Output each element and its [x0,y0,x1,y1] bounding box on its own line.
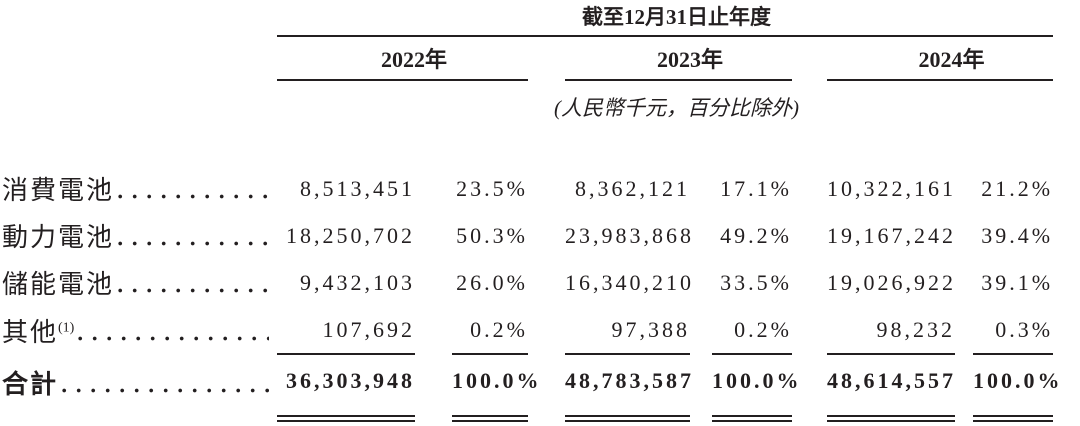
amount-cell-2024: 98,232 [827,306,955,355]
percent-cell-2024: 39.1% [981,269,1054,295]
column-gap [955,165,973,212]
group-gap [528,212,565,259]
table-row-total: 合計 36,303,948 100.0% 48,783,587 100.0% 4… [0,354,1059,422]
group-gap [792,36,827,80]
spacer-row [0,129,1053,165]
row-label-text: 動力電池 [2,223,115,252]
row-label-text: 消費電池 [2,176,115,205]
revenue-breakdown-table: 截至12月31日止年度 2022年 2023年 2024年 (人民幣千元，百分比… [0,0,1059,422]
percent-cell-2023: 49.2% [720,222,792,248]
table-row-storage-battery: 儲能電池 9,432,103 26.0% 16,340,210 33.5% 19… [0,259,1053,306]
amount-cell-2023: 23,983,868 [565,222,694,248]
year-header-2022: 2022年 [277,36,528,81]
total-percent-2024: 100.0% [973,354,1059,422]
row-label: 其他(1) [0,306,277,354]
unit-note: (人民幣千元，百分比除外) [554,96,800,120]
dot-leader [118,194,269,199]
percent-cell-2023: 0.2% [712,306,792,355]
row-label: 動力電池 [0,212,277,259]
percent-cell-2023: 33.5% [720,269,792,295]
column-gap [415,306,452,354]
row-label-text: 儲能電池 [2,270,115,299]
percent-cell-2024: 21.2% [981,175,1054,201]
amount-cell-2023: 16,340,210 [565,269,694,295]
year-header-row: 2022年 2023年 2024年 [0,36,1054,81]
column-gap [415,259,452,306]
spanner-header: 截至12月31日止年度 [277,0,1054,37]
year-header-2023: 2023年 [565,36,792,81]
total-amount-2022: 36,303,948 [277,354,415,422]
dot-leader [62,387,269,393]
total-label-text: 合計 [2,369,59,399]
percent-cell-2023: 17.1% [720,175,792,201]
year-header-2024: 2024年 [827,36,1054,81]
row-label: 消費電池 [0,165,277,212]
unit-note-row: (人民幣千元，百分比除外) [0,80,1053,129]
table-row-others: 其他(1) 107,692 0.2% 97,388 0.2% 98,232 0.… [0,306,1054,355]
footnote-ref: (1) [58,319,75,335]
total-label: 合計 [0,354,277,419]
percent-cell-2022: 0.2% [452,306,528,355]
group-gap [792,212,827,259]
group-gap [792,259,827,306]
column-gap [955,259,973,306]
amount-cell-2024: 10,322,161 [827,175,956,201]
amount-cell-2022: 18,250,702 [286,222,415,248]
spanner-header-row: 截至12月31日止年度 [0,0,1054,37]
total-amount-2023: 48,783,587 [565,354,691,422]
row-label: 儲能電池 [0,259,277,306]
spanner-empty-cell [0,0,277,36]
column-gap [415,165,452,212]
amount-cell-2022: 107,692 [277,306,415,355]
amount-cell-2022: 8,513,451 [300,175,415,201]
amount-cell-2023: 97,388 [565,306,690,355]
table-row-consumer-battery: 消費電池 8,513,451 23.5% 8,362,121 17.1% 10,… [0,165,1053,212]
group-gap [528,165,565,212]
total-percent-2023: 100.0% [712,354,799,422]
column-gap [415,354,452,419]
percent-cell-2022: 50.3% [456,222,528,248]
column-gap [955,354,973,419]
group-gap [792,165,827,212]
group-gap [792,306,827,354]
group-gap [528,306,565,354]
column-gap [690,306,712,354]
percent-cell-2024: 39.4% [981,222,1054,248]
total-percent-2022: 100.0% [452,354,539,422]
amount-cell-2022: 9,432,103 [300,269,415,295]
dot-leader [78,335,269,341]
group-gap [528,259,565,306]
dot-leader [118,241,269,246]
table-row-power-battery: 動力電池 18,250,702 50.3% 23,983,868 49.2% 1… [0,212,1053,259]
total-amount-2024: 48,614,557 [827,354,955,422]
row-label-text: 其他(1) [2,317,75,347]
column-gap [415,212,452,259]
column-gap [955,212,973,259]
group-gap [528,36,565,80]
amount-cell-2024: 19,026,922 [827,269,956,295]
column-gap [955,306,973,354]
year-empty-cell [0,36,277,80]
column-gap [690,165,712,212]
amount-cell-2024: 19,167,242 [827,222,956,248]
unit-note-empty-cell [0,80,277,129]
amount-cell-2023: 8,362,121 [575,175,690,201]
percent-cell-2024: 0.3% [973,306,1054,355]
percent-cell-2022: 26.0% [456,269,528,295]
percent-cell-2022: 23.5% [456,175,528,201]
dot-leader [118,288,269,293]
